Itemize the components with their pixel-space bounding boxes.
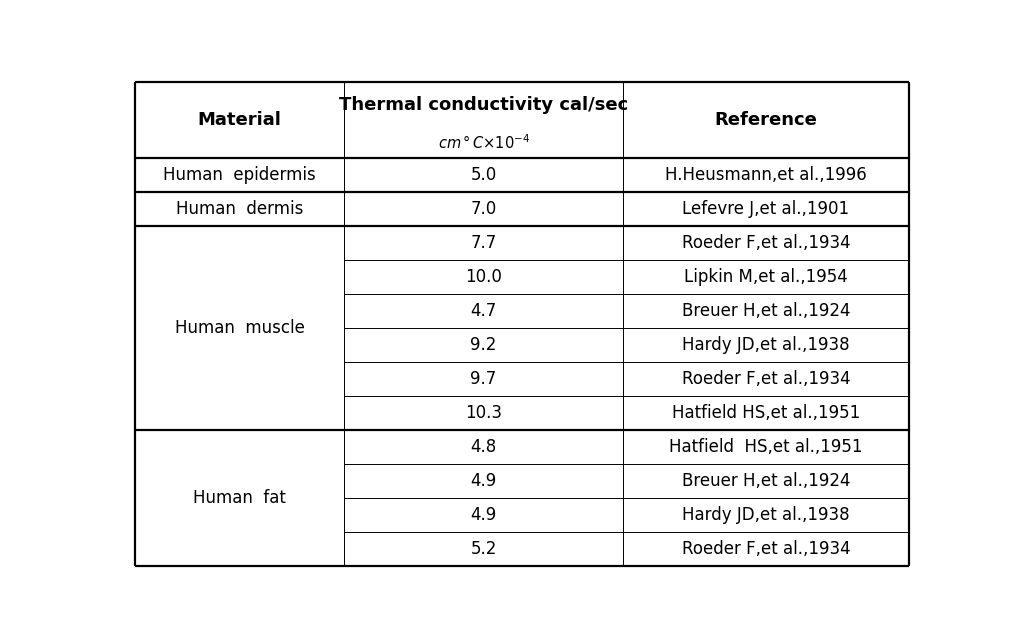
Text: Lipkin M,et al.,1954: Lipkin M,et al.,1954	[684, 268, 848, 286]
Text: 7.7: 7.7	[471, 234, 496, 252]
Text: Breuer H,et al.,1924: Breuer H,et al.,1924	[682, 472, 850, 490]
Text: 9.2: 9.2	[471, 336, 496, 354]
Text: Roeder F,et al.,1934: Roeder F,et al.,1934	[682, 540, 850, 558]
Text: Breuer H,et al.,1924: Breuer H,et al.,1924	[682, 302, 850, 320]
Text: $cm\,{°}\,C{\times}10^{-4}$: $cm\,{°}\,C{\times}10^{-4}$	[437, 133, 530, 152]
Text: Lefevre J,et al.,1901: Lefevre J,et al.,1901	[683, 200, 850, 218]
Text: Hatfield HS,et al.,1951: Hatfield HS,et al.,1951	[672, 404, 860, 422]
Text: Thermal conductivity cal/sec: Thermal conductivity cal/sec	[339, 96, 628, 114]
Text: Reference: Reference	[714, 111, 817, 129]
Text: 5.0: 5.0	[471, 166, 496, 185]
Text: Material: Material	[198, 111, 281, 129]
Text: Human  dermis: Human dermis	[176, 200, 304, 218]
Text: Hardy JD,et al.,1938: Hardy JD,et al.,1938	[682, 506, 850, 524]
Text: Roeder F,et al.,1934: Roeder F,et al.,1934	[682, 370, 850, 388]
Text: 10.3: 10.3	[465, 404, 502, 422]
Text: 4.8: 4.8	[471, 438, 496, 456]
Text: 4.7: 4.7	[471, 302, 496, 320]
Text: 4.9: 4.9	[471, 506, 496, 524]
Text: Hardy JD,et al.,1938: Hardy JD,et al.,1938	[682, 336, 850, 354]
Text: 9.7: 9.7	[471, 370, 496, 388]
Text: Roeder F,et al.,1934: Roeder F,et al.,1934	[682, 234, 850, 252]
Text: H.Heusmann,et al.,1996: H.Heusmann,et al.,1996	[665, 166, 867, 185]
Text: 5.2: 5.2	[471, 540, 496, 558]
Text: 7.0: 7.0	[471, 200, 496, 218]
Text: 4.9: 4.9	[471, 472, 496, 490]
Text: Human  fat: Human fat	[194, 488, 286, 506]
Text: Human  epidermis: Human epidermis	[163, 166, 316, 185]
Text: Human  muscle: Human muscle	[175, 319, 305, 337]
Text: 10.0: 10.0	[465, 268, 502, 286]
Text: Hatfield  HS,et al.,1951: Hatfield HS,et al.,1951	[669, 438, 863, 456]
